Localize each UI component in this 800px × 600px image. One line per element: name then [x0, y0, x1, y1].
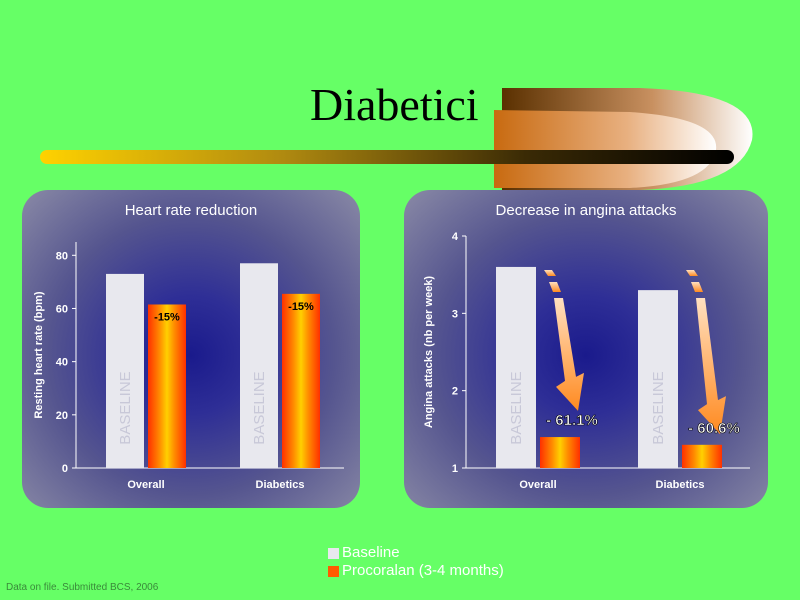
bar-inner-label: BASELINE — [117, 371, 134, 444]
bar-annotation: - 60.6% — [688, 420, 740, 437]
bar-baseline — [638, 290, 678, 468]
down-arrow-icon — [544, 270, 584, 411]
legend-label: Baseline — [342, 544, 400, 561]
angina-chart: 1 2 3 4 Angina attacks (nb per week) BASELINE… — [423, 231, 750, 491]
y-tick-label: 1 — [452, 463, 458, 475]
down-arrow-icon — [686, 270, 726, 435]
slide-title: Diabetici — [310, 79, 479, 130]
swoosh-shape-front — [494, 110, 717, 188]
bar-procoralan — [540, 437, 580, 468]
legend-item-baseline: Baseline — [328, 544, 504, 562]
bar-annotation: -15% — [288, 301, 314, 313]
chart-panel-angina: Decrease in angina attacks 1 2 3 4 Angina at… — [404, 190, 768, 508]
x-tick-label: Diabetics — [256, 479, 305, 491]
y-axis-label: Resting heart rate (bpm) — [33, 291, 45, 418]
x-tick-label: Overall — [127, 479, 164, 491]
legend-label: Procoralan (3-4 months) — [342, 562, 504, 579]
bar-inner-label: BASELINE — [650, 371, 667, 444]
bar-procoralan — [148, 304, 186, 468]
legend-swatch — [328, 565, 339, 577]
bar-baseline — [496, 266, 536, 468]
y-tick-label: 3 — [452, 308, 458, 320]
x-tick-label: Overall — [519, 479, 556, 491]
chart-title: Heart rate reduction — [124, 202, 258, 219]
legend-swatch — [328, 547, 339, 559]
y-axis-label: Angina attacks (nb per week) — [423, 276, 435, 429]
legend-item-procoralan: Procoralan (3-4 months) — [328, 562, 504, 580]
y-tick-label: 2 — [452, 386, 458, 398]
bar-inner-label: BASELINE — [251, 371, 268, 444]
y-tick-label: 0 — [62, 463, 68, 475]
header-decoration — [40, 88, 753, 190]
bar-baseline — [106, 273, 144, 468]
y-tick-label: 60 — [56, 303, 68, 315]
bar-procoralan — [282, 293, 320, 468]
bar-annotation: - 61.1% — [546, 412, 598, 429]
chart-panel-heart-rate: Heart rate reduction 0 20 40 60 80 Resting he… — [22, 190, 360, 508]
x-tick-label: Diabetics — [656, 479, 705, 491]
bar-annotation: -15% — [154, 311, 180, 323]
bar-inner-label: BASELINE — [508, 371, 525, 444]
legend: Baseline Procoralan (3-4 months) — [328, 544, 504, 580]
y-tick-label: 40 — [56, 357, 68, 369]
header-rule — [40, 150, 734, 164]
bar-baseline — [240, 263, 278, 468]
y-tick-label: 80 — [56, 250, 68, 262]
heart-rate-chart: 0 20 40 60 80 Resting heart rate (bpm) BASELIN… — [33, 242, 344, 491]
y-tick-label: 4 — [452, 231, 459, 243]
chart-title: Decrease in angina attacks — [495, 202, 677, 219]
bar-procoralan — [682, 444, 722, 468]
footnote: Data on file. Submitted BCS, 2006 — [6, 582, 159, 593]
y-tick-label: 20 — [56, 410, 68, 422]
